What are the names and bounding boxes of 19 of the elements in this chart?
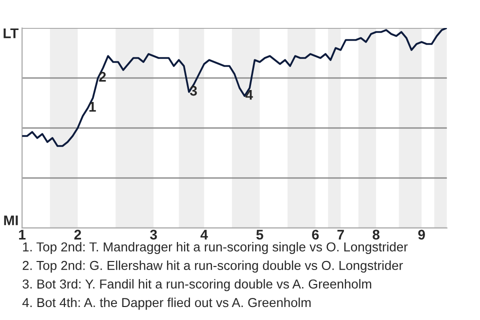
- text: 1. Top 2nd: T. Mandragger hit a run-scoring single vs O. Longstrider: [23, 242, 408, 254]
- x-tick-label: 1: [19, 230, 26, 240]
- x-tick-label: 7: [337, 230, 344, 240]
- x-tick-label: 4: [200, 230, 208, 240]
- x-tick-label: 3: [150, 230, 157, 240]
- x-tick-label: 5: [256, 230, 264, 240]
- x-tick-label: 8: [372, 230, 380, 240]
- x-tick-label: 2: [74, 230, 82, 240]
- text: MI: [4, 216, 18, 226]
- annotation: 1: [89, 102, 96, 112]
- text: 3. Bot 3rd: Y. Fandil hit a run-scoring double vs A. Greenholm: [22, 279, 372, 292]
- annotation: 2: [99, 72, 106, 82]
- annotation: 3: [190, 86, 197, 96]
- text: 2. Top 2nd: G. Ellershaw hit a run-scoring double vs O. Longstrider: [22, 260, 403, 273]
- text: 4. Bot 4th: A. the Dapper flied out vs A. Greenholm: [22, 298, 311, 310]
- x-tick-label: 6: [312, 230, 319, 240]
- text: LT: [4, 28, 19, 38]
- x-tick-label: 9: [418, 230, 425, 240]
- annotation: 4: [246, 90, 253, 100]
